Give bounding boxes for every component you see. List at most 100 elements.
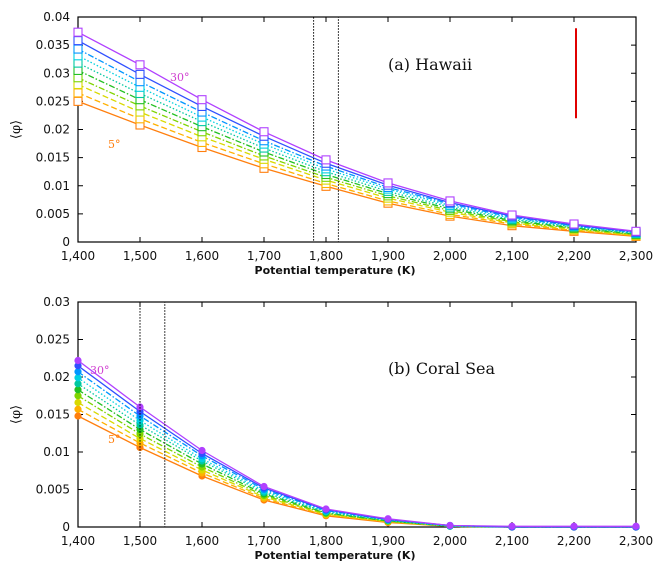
series-line bbox=[77, 55, 637, 234]
x-tick-label: 2,300 bbox=[619, 249, 653, 263]
x-tick-label: 1,400 bbox=[61, 249, 95, 263]
series-line bbox=[77, 62, 637, 235]
data-point-square bbox=[73, 96, 83, 106]
series-line bbox=[77, 401, 636, 528]
data-point-square bbox=[321, 155, 331, 165]
data-point-circle bbox=[508, 522, 516, 530]
data-point-square bbox=[73, 88, 83, 98]
x-tick-label: 1,600 bbox=[185, 534, 219, 548]
highlight-box bbox=[139, 301, 166, 528]
x-tick-label: 1,400 bbox=[61, 534, 95, 548]
series-line bbox=[77, 92, 637, 237]
series-line bbox=[77, 69, 637, 235]
x-tick-label: 2,100 bbox=[495, 249, 529, 263]
panel-title: (a) Hawaii bbox=[388, 55, 472, 74]
data-point-circle bbox=[74, 368, 82, 376]
series-line bbox=[77, 48, 637, 234]
lower-angle-label: 5° bbox=[108, 138, 121, 151]
series-line bbox=[77, 359, 636, 527]
plot-frame bbox=[77, 301, 637, 528]
panel-coral-sea: 1,400 1,500 1,600 1,700 1,800 1,900 2,000 2,100… bbox=[9, 295, 653, 562]
data-point-square bbox=[445, 196, 455, 206]
data-point-circle bbox=[74, 374, 82, 382]
y-tick-label: 0.035 bbox=[36, 38, 70, 52]
series-line bbox=[77, 389, 636, 528]
data-point-square bbox=[259, 127, 269, 137]
y-axis-label: ⟨φ⟩ bbox=[9, 120, 24, 139]
lower-angle-label: 5° bbox=[108, 433, 121, 446]
data-point-square bbox=[507, 210, 517, 220]
data-point-circle bbox=[74, 356, 82, 365]
upper-angle-label: 30° bbox=[90, 364, 110, 377]
x-tick-label: 2,200 bbox=[557, 249, 591, 263]
y-tick-label: 0.015 bbox=[36, 151, 70, 165]
data-point-circle bbox=[198, 446, 206, 455]
data-point-square bbox=[135, 69, 145, 79]
data-point-square bbox=[73, 27, 83, 37]
upper-angle-label: 30° bbox=[170, 71, 190, 84]
x-tick-label: 1,700 bbox=[247, 534, 281, 548]
data-point-square bbox=[569, 219, 579, 229]
data-point-circle bbox=[74, 380, 82, 388]
data-point-circle bbox=[322, 505, 330, 513]
series-line bbox=[77, 83, 637, 236]
data-point-square bbox=[197, 95, 207, 105]
y-tick-label: 0.04 bbox=[43, 10, 70, 24]
series-line bbox=[77, 77, 637, 236]
data-point-circle bbox=[74, 392, 82, 400]
data-point-square bbox=[135, 60, 145, 70]
panel-hawaii: 1,400 1,500 1,600 1,700 1,800 1,900 2,000 2,100… bbox=[9, 10, 653, 277]
y-axis-label: ⟨φ⟩ bbox=[9, 405, 24, 424]
x-tick-label: 2,000 bbox=[433, 534, 467, 548]
plot-frame bbox=[77, 16, 637, 243]
x-tick-label: 1,800 bbox=[309, 534, 343, 548]
x-tick-label: 2,200 bbox=[557, 534, 591, 548]
x-axis-label: Potential temperature (K) bbox=[255, 549, 416, 562]
data-point-circle bbox=[446, 521, 454, 530]
series-line bbox=[77, 40, 637, 233]
data-point-circle bbox=[570, 522, 578, 530]
series-line bbox=[77, 365, 636, 528]
data-point-circle bbox=[74, 412, 82, 420]
x-tick-label: 1,500 bbox=[123, 249, 157, 263]
series-line bbox=[77, 31, 637, 232]
x-axis-label: Potential temperature (K) bbox=[255, 264, 416, 277]
series-line bbox=[77, 415, 636, 528]
data-point-circle bbox=[632, 522, 640, 530]
y-tick-label: 0.005 bbox=[36, 483, 70, 497]
x-tick-label: 1,900 bbox=[371, 249, 405, 263]
data-point-square bbox=[73, 36, 83, 46]
x-tick-label: 2,300 bbox=[619, 534, 653, 548]
series-line bbox=[77, 383, 636, 528]
x-tick-label: 1,900 bbox=[371, 534, 405, 548]
data-point-circle bbox=[74, 398, 82, 407]
series-line bbox=[77, 100, 637, 238]
y-tick-label: 0.02 bbox=[43, 370, 70, 384]
y-tick-label: 0.01 bbox=[43, 179, 70, 193]
data-point-square bbox=[631, 226, 641, 236]
y-tick-label: 0.025 bbox=[36, 94, 70, 108]
x-tick-label: 1,600 bbox=[185, 249, 219, 263]
y-tick-label: 0.03 bbox=[43, 295, 70, 309]
x-tick-label: 1,700 bbox=[247, 249, 281, 263]
y-tick-label: 0 bbox=[62, 520, 70, 534]
y-tick-label: 0.03 bbox=[43, 66, 70, 80]
data-point-square bbox=[383, 178, 393, 188]
y-tick-label: 0.02 bbox=[43, 123, 70, 137]
x-tick-label: 1,800 bbox=[309, 249, 343, 263]
data-point-circle bbox=[74, 405, 82, 413]
y-tick-label: 0.015 bbox=[36, 408, 70, 422]
highlight-box bbox=[313, 16, 339, 243]
x-tick-label: 2,000 bbox=[433, 249, 467, 263]
y-tick-label: 0.005 bbox=[36, 207, 70, 221]
x-tick-label: 2,100 bbox=[495, 534, 529, 548]
y-tick-label: 0 bbox=[62, 235, 70, 249]
series-line bbox=[77, 395, 636, 528]
x-tick-label: 1,500 bbox=[123, 534, 157, 548]
y-tick-label: 0.01 bbox=[43, 445, 70, 459]
panel-title: (b) Coral Sea bbox=[388, 359, 496, 378]
data-point-square bbox=[73, 44, 83, 54]
series-line bbox=[77, 377, 636, 528]
data-point-circle bbox=[74, 386, 82, 394]
